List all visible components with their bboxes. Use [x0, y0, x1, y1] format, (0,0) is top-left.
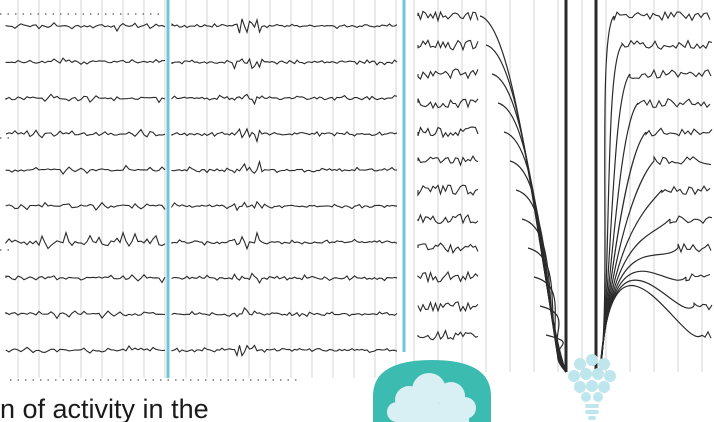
eeg-trace [171, 230, 398, 251]
eeg-trace [653, 155, 712, 166]
eeg-trace [417, 213, 479, 225]
eeg-trace [171, 93, 398, 106]
blink-deflection [527, 247, 567, 373]
eeg-trace [171, 127, 398, 144]
eeg-trace [417, 242, 479, 255]
eeg-trace [5, 345, 166, 354]
eeg-trace [171, 17, 398, 35]
eeg-trace [5, 57, 166, 65]
eeg-trace [5, 21, 166, 33]
eeg-trace [171, 159, 397, 174]
eeg-trace [5, 230, 166, 250]
eeg-trace [693, 301, 713, 311]
eeg-trace [5, 93, 166, 104]
blink-recovery [599, 285, 703, 373]
eeg-trace [417, 10, 479, 23]
eeg-trace [629, 68, 712, 79]
eeg-trace [417, 184, 479, 197]
right-eeg-traces [417, 0, 713, 373]
eeg-trace [645, 127, 713, 137]
eeg-trace [613, 10, 711, 22]
eeg-trace [621, 39, 713, 50]
eeg-trace [685, 273, 711, 282]
eeg-trace [417, 68, 479, 80]
eeg-trace [5, 128, 166, 139]
blink-deflection [533, 276, 567, 373]
eeg-trace [417, 98, 479, 110]
right-eeg-panel [410, 0, 714, 372]
eeg-trace [669, 215, 713, 225]
slide-caption: n of activity in the [0, 394, 209, 422]
eeg-trace [171, 272, 398, 285]
blink-deflection [539, 305, 567, 373]
eeg-trace [171, 200, 398, 212]
eeg-trace [637, 98, 711, 108]
eeg-trace [5, 201, 166, 211]
eeg-trace [701, 330, 712, 339]
eeg-trace [417, 154, 479, 167]
eeg-trace [171, 57, 398, 71]
eeg-trace [171, 307, 398, 318]
eeg-trace [417, 300, 479, 313]
lightbulb-logo-icon [568, 354, 616, 420]
blink-deflection [545, 334, 567, 373]
eeg-trace [677, 242, 712, 254]
eeg-trace [417, 39, 479, 52]
eeg-trace [5, 273, 166, 284]
left-eeg-traces [5, 17, 398, 358]
cloud-brain-logo-icon [373, 360, 491, 422]
eeg-trace [417, 270, 479, 284]
eeg-trace [417, 329, 479, 341]
eeg-trace [171, 344, 398, 358]
eeg-trace [5, 310, 166, 320]
eeg-trace [661, 185, 711, 196]
eeg-trace [5, 164, 166, 176]
eeg-trace [417, 126, 479, 139]
